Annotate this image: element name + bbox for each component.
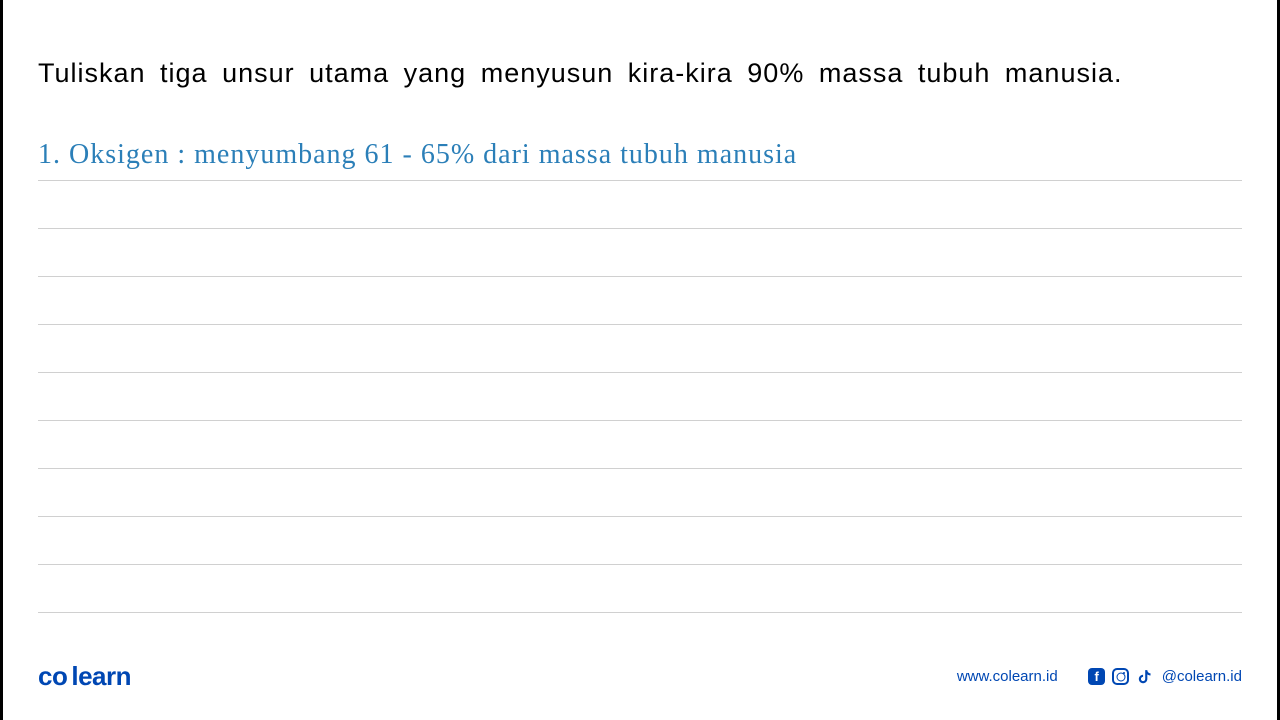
ruled-line [38,373,1242,421]
answer-label: Oksigen [69,139,169,170]
facebook-icon: f [1088,668,1106,686]
answer-separator: : [177,139,186,170]
ruled-line [38,325,1242,373]
answer-number: 1. [38,139,61,170]
ruled-line [38,565,1242,613]
notebook-area: 1. Oksigen : menyumbang 61 - 65% dari ma… [38,133,1242,613]
social-icons: f [1088,668,1154,686]
logo-part-1: co [38,661,67,691]
logo-part-2: learn [71,661,131,691]
ruled-line [38,469,1242,517]
website-url: www.colearn.id [957,668,1058,685]
footer-right: www.colearn.id f @colearn.id [957,668,1242,686]
answer-content: menyumbang 61 - 65% dari massa tubuh man… [194,139,797,170]
instagram-icon [1112,668,1130,686]
ruled-line [38,229,1242,277]
social-section: f @colearn.id [1088,668,1242,686]
brand-logo: colearn [38,661,131,692]
question-text: Tuliskan tiga unsur utama yang menyusun … [38,55,1242,93]
tiktok-icon [1136,668,1154,686]
answer-line-1: 1. Oksigen : menyumbang 61 - 65% dari ma… [38,139,797,171]
footer: colearn www.colearn.id f @colearn.id [3,661,1277,692]
social-handle: @colearn.id [1162,668,1242,685]
ruled-line [38,421,1242,469]
ruled-line [38,277,1242,325]
ruled-line [38,181,1242,229]
ruled-line: 1. Oksigen : menyumbang 61 - 65% dari ma… [38,133,1242,181]
ruled-line [38,517,1242,565]
